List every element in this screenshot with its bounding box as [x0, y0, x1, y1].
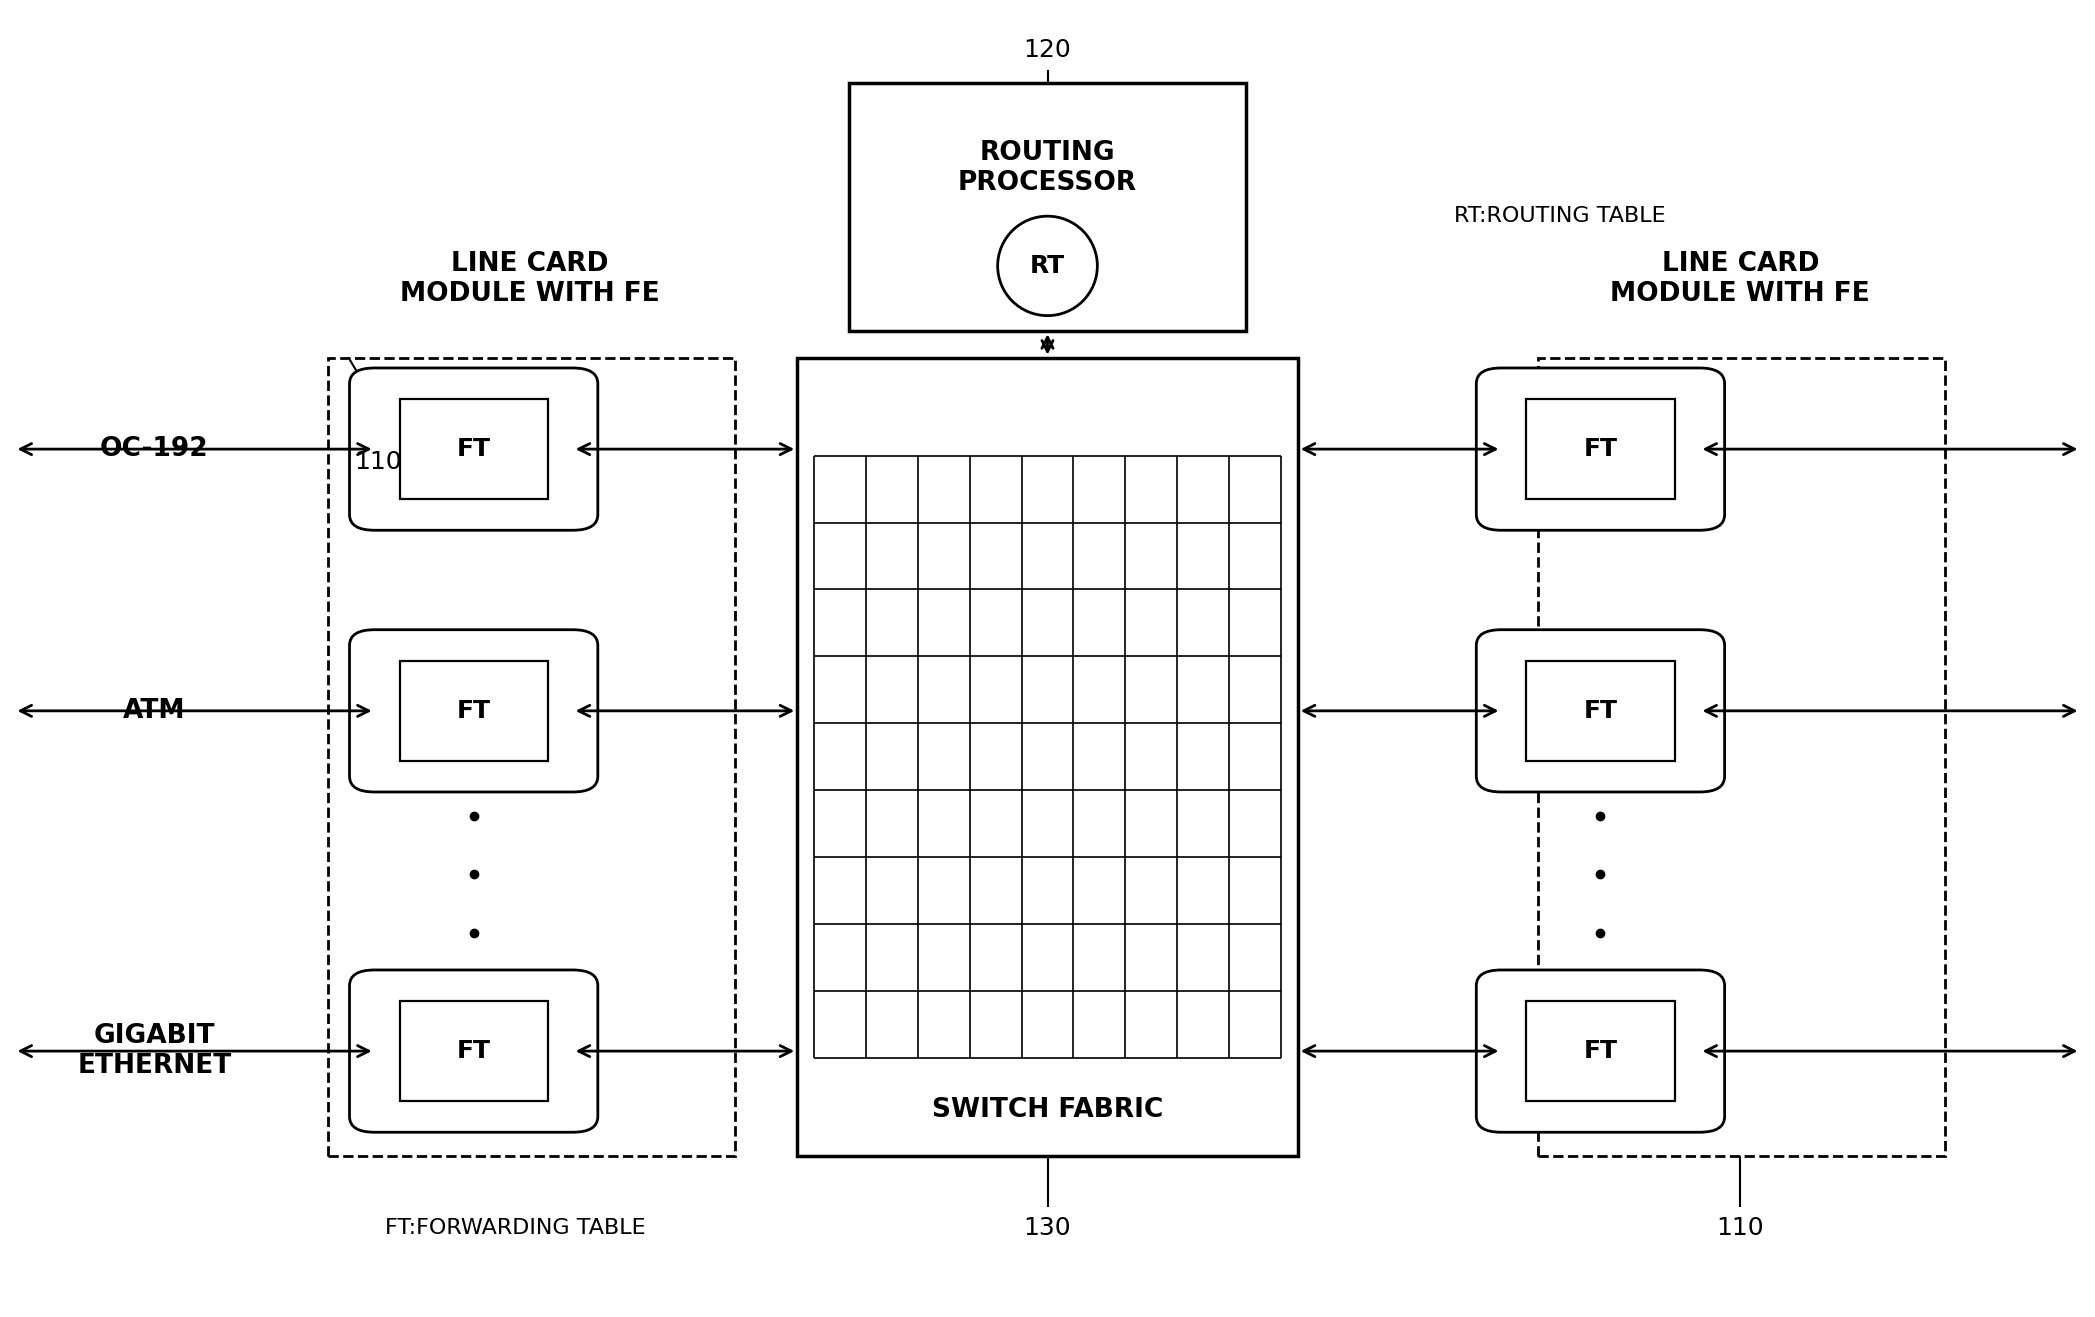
- Text: LINE CARD
MODULE WITH FE: LINE CARD MODULE WITH FE: [400, 252, 660, 307]
- FancyBboxPatch shape: [400, 661, 547, 761]
- Text: OC-192: OC-192: [101, 436, 210, 462]
- Text: GIGABIT
ETHERNET: GIGABIT ETHERNET: [78, 1023, 233, 1079]
- FancyBboxPatch shape: [1527, 661, 1674, 761]
- FancyBboxPatch shape: [1477, 969, 1724, 1133]
- Text: FT: FT: [1584, 437, 1617, 461]
- Text: LINE CARD
MODULE WITH FE: LINE CARD MODULE WITH FE: [1611, 252, 1871, 307]
- FancyBboxPatch shape: [400, 1001, 547, 1101]
- Text: 110: 110: [1716, 1216, 1764, 1239]
- Text: FT: FT: [457, 437, 490, 461]
- Text: ROUTING
PROCESSOR: ROUTING PROCESSOR: [957, 140, 1138, 196]
- Text: 110: 110: [354, 450, 402, 474]
- Text: RT: RT: [1031, 254, 1064, 278]
- Text: FT:FORWARDING TABLE: FT:FORWARDING TABLE: [385, 1218, 645, 1238]
- Bar: [1538, 357, 1944, 1156]
- Text: RT:ROUTING TABLE: RT:ROUTING TABLE: [1454, 207, 1666, 227]
- FancyBboxPatch shape: [400, 399, 547, 499]
- Text: FT: FT: [1584, 699, 1617, 723]
- FancyBboxPatch shape: [1527, 1001, 1674, 1101]
- Ellipse shape: [997, 216, 1098, 316]
- Text: 120: 120: [1024, 38, 1071, 62]
- FancyBboxPatch shape: [350, 367, 597, 531]
- Text: FT: FT: [457, 1039, 490, 1063]
- FancyBboxPatch shape: [1527, 399, 1674, 499]
- Text: ATM: ATM: [124, 698, 186, 724]
- Bar: [327, 357, 735, 1156]
- Text: SWITCH FABRIC: SWITCH FABRIC: [932, 1097, 1163, 1123]
- Bar: [848, 83, 1247, 332]
- FancyBboxPatch shape: [350, 969, 597, 1133]
- Text: FT: FT: [1584, 1039, 1617, 1063]
- Text: FT: FT: [457, 699, 490, 723]
- FancyBboxPatch shape: [1477, 630, 1724, 792]
- Text: 130: 130: [1024, 1216, 1071, 1239]
- FancyBboxPatch shape: [350, 630, 597, 792]
- FancyBboxPatch shape: [1477, 367, 1724, 531]
- Bar: [796, 357, 1299, 1156]
